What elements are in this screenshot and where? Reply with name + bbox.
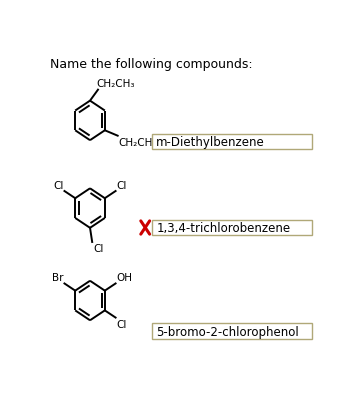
Text: Cl: Cl: [93, 244, 104, 254]
Text: CH₂CH₃: CH₂CH₃: [96, 79, 135, 89]
FancyBboxPatch shape: [152, 220, 312, 235]
Text: 5-bromo-2-chlorophenol: 5-bromo-2-chlorophenol: [156, 325, 299, 338]
Text: Cl: Cl: [116, 319, 127, 329]
Text: Name the following compounds:: Name the following compounds:: [50, 57, 253, 71]
Text: Cl: Cl: [53, 180, 64, 190]
FancyBboxPatch shape: [152, 324, 312, 339]
Text: m-Diethylbenzene: m-Diethylbenzene: [156, 135, 265, 149]
Text: Br: Br: [52, 273, 64, 282]
Text: 1,3,4-trichlorobenzene: 1,3,4-trichlorobenzene: [156, 221, 290, 235]
FancyBboxPatch shape: [152, 135, 312, 150]
Text: CH₂CH₃: CH₂CH₃: [119, 137, 157, 147]
Text: Cl: Cl: [116, 180, 126, 190]
Text: OH: OH: [116, 273, 132, 282]
